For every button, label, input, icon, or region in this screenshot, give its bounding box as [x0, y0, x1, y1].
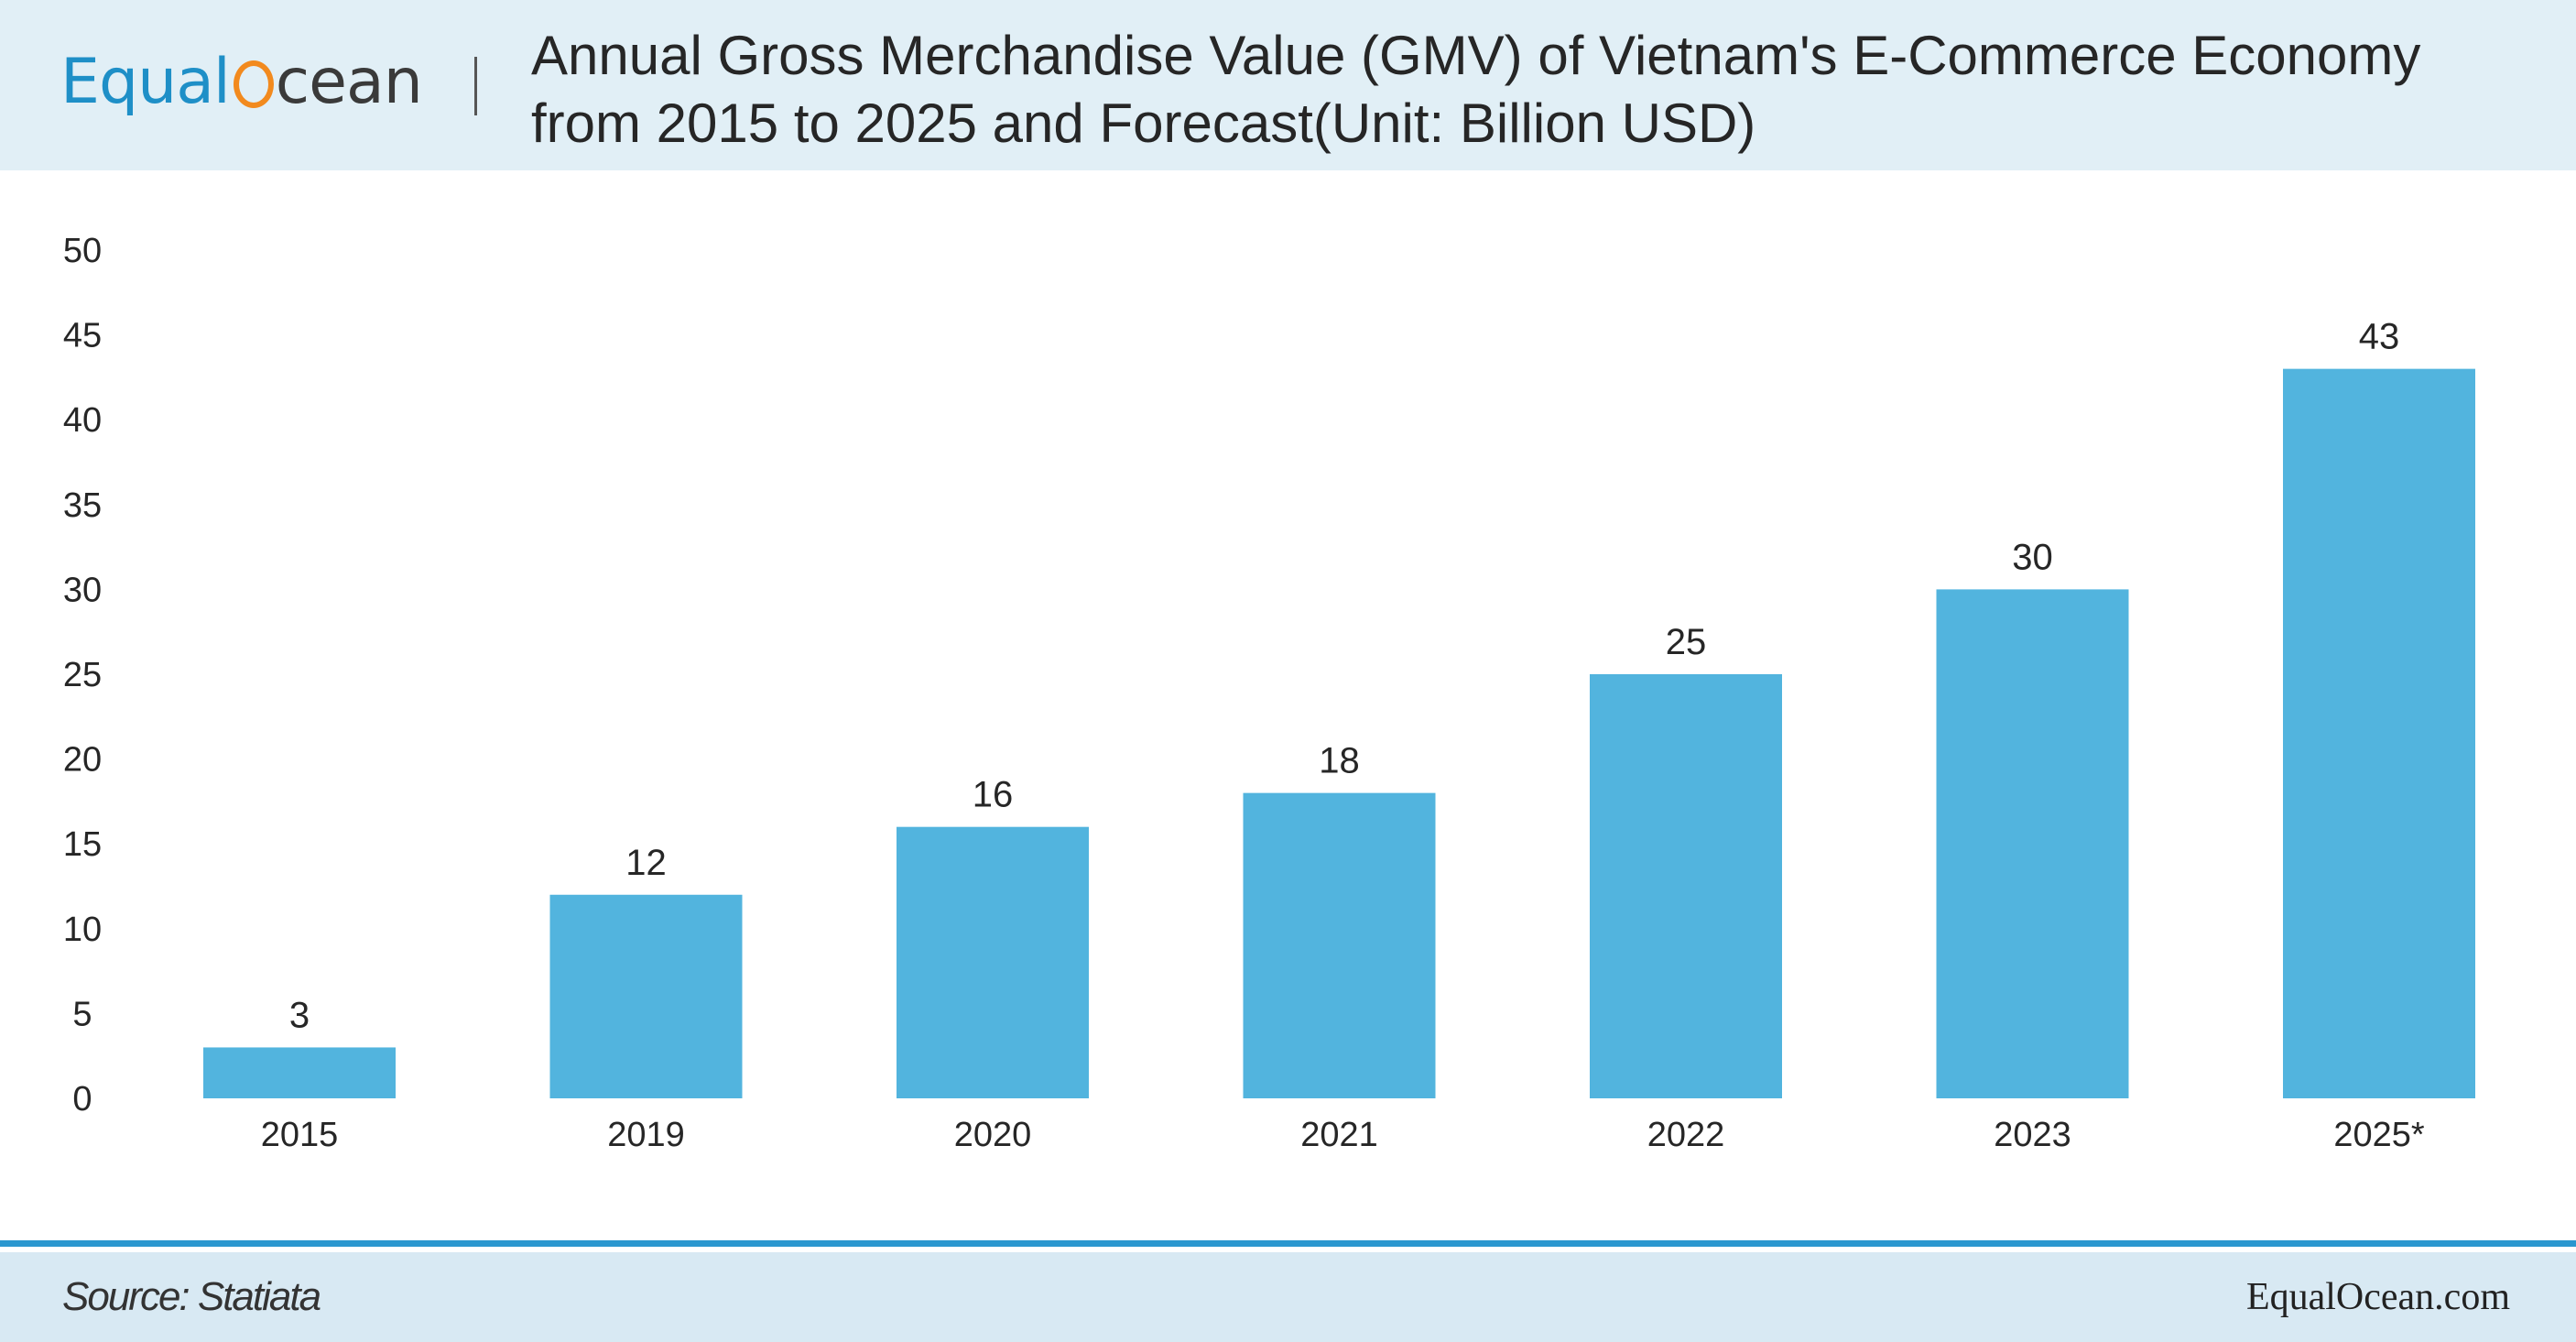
bar-2019: [549, 894, 743, 1098]
bar-chart: 0 5 10 15 20 25 30 35 40 45 50 3 2015 12 2019 16 2020 18 2…: [63, 232, 2475, 1154]
y-tick-label: 20: [63, 741, 102, 780]
y-tick-label: 50: [63, 232, 102, 270]
x-tick-label: 2025*: [2333, 1116, 2425, 1154]
footer-accent-line: [0, 1240, 2576, 1247]
x-tick-label: 2023: [1994, 1116, 2071, 1154]
data-label: 25: [1666, 622, 1707, 662]
x-tick-label: 2022: [1647, 1116, 1725, 1154]
data-label: 12: [625, 843, 667, 883]
y-tick-label: 5: [72, 995, 92, 1033]
data-label: 3: [289, 995, 310, 1035]
bar-2020: [897, 826, 1089, 1098]
y-tick-label: 25: [63, 656, 102, 694]
header-divider: [474, 57, 477, 115]
bar-2015: [203, 1047, 396, 1098]
y-tick-label: 45: [63, 317, 102, 355]
bar-2025: [2283, 368, 2475, 1098]
y-tick-label: 30: [63, 571, 102, 609]
logo-o-ring-icon: [233, 60, 274, 108]
y-tick-label: 15: [63, 825, 102, 864]
y-tick-label: 40: [63, 401, 102, 440]
y-tick-label: 10: [63, 911, 102, 949]
data-label: 43: [2359, 317, 2400, 357]
bar-2022: [1590, 674, 1782, 1098]
data-label: 30: [2012, 537, 2053, 577]
header-banner: Equal cean Annual Gross Merchandise Value…: [0, 0, 2576, 170]
chart-title: Annual Gross Merchandise Value (GMV) of …: [531, 22, 2546, 158]
bar-2023: [1936, 589, 2129, 1098]
footer-bar: [0, 1252, 2576, 1342]
logo-text-equal: Equal: [60, 46, 231, 118]
y-tick-label: 35: [63, 486, 102, 525]
x-tick-label: 2015: [261, 1116, 339, 1154]
x-tick-label: 2020: [954, 1116, 1032, 1154]
equalocean-logo: Equal cean: [60, 37, 423, 128]
x-tick-label: 2019: [607, 1116, 685, 1154]
chart-title-line-1: Annual Gross Merchandise Value (GMV) of …: [531, 25, 2421, 86]
chart-title-line-2: from 2015 to 2025 and Forecast(Unit: Bil…: [531, 93, 1756, 154]
data-label: 16: [973, 775, 1014, 815]
data-label: 18: [1319, 741, 1360, 781]
site-link[interactable]: EqualOcean.com: [2245, 1276, 2510, 1318]
source-note: Source: Statiata: [62, 1274, 321, 1319]
y-tick-label: 0: [72, 1080, 92, 1118]
logo-text-cean: cean: [275, 46, 423, 118]
bar-2021: [1243, 792, 1436, 1098]
x-tick-label: 2021: [1300, 1116, 1378, 1154]
